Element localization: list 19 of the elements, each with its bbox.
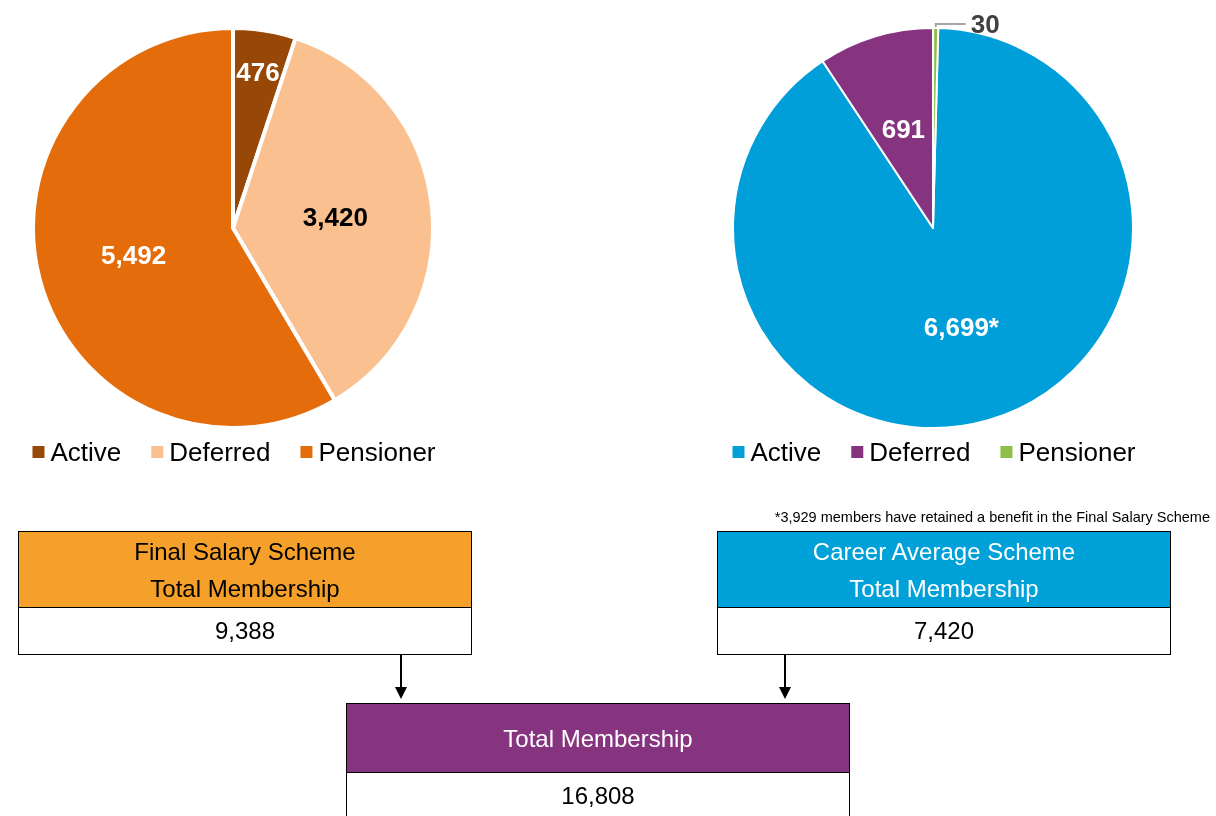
category-label: Total Membership (347, 704, 849, 773)
category-label: Final Salary Scheme Total Membership (19, 532, 471, 608)
text: 16,808 (561, 782, 635, 809)
legend-label: Active (750, 437, 822, 467)
data-label: 476 (236, 57, 280, 87)
data-label: 30 (970, 9, 1000, 40)
legend-label: Active (50, 437, 122, 467)
data-label: 6,699* (923, 312, 1000, 343)
text: *3,929 members have retained a benefit in the Final Salary Scheme (774, 509, 1210, 525)
legend-label: Pensioner (1018, 437, 1136, 467)
legend-label: Deferred (869, 437, 971, 467)
text: 9,388 (214, 617, 276, 644)
data-label: 691 (881, 114, 926, 145)
text: 7,420 (913, 617, 975, 644)
legend-label: Deferred (169, 437, 271, 467)
data-label: 5,492 (101, 240, 167, 271)
category-label: Career Average Scheme Total Membership (718, 532, 1170, 608)
legend-label: Pensioner (318, 437, 436, 467)
data-label: 3,420 (302, 201, 368, 232)
